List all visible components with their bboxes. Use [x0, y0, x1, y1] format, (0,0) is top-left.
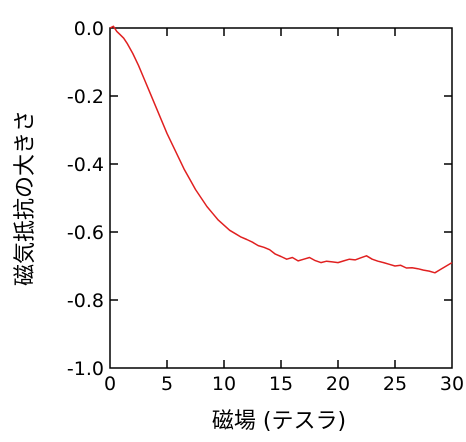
y-tick-label: -0.4 [67, 154, 104, 176]
x-tick-label: 25 [383, 373, 407, 395]
x-tick-label: 5 [161, 373, 173, 395]
x-axis-title: 磁場 (テスラ) [212, 409, 346, 434]
series-line [109, 25, 453, 274]
x-tick-label: 10 [212, 373, 236, 395]
plot-frame [109, 27, 453, 369]
y-tick-label: -0.6 [67, 222, 104, 244]
x-tick-label: 30 [440, 373, 464, 395]
y-axis-title: 磁気抵抗の大きさ [13, 110, 38, 286]
y-tick-label: -1.0 [67, 358, 104, 380]
axis-ticks [110, 28, 452, 368]
x-tick-label: 15 [269, 373, 293, 395]
axis-tick-labels: 0 5 10 15 20 25 30 0.0 -0.2 -0.4 -0.6 -0.8 -1.0 [67, 18, 464, 395]
x-tick-label: 0 [104, 373, 116, 395]
y-tick-label: 0.0 [74, 18, 104, 40]
y-tick-label: -0.2 [67, 86, 104, 108]
x-tick-label: 20 [326, 373, 350, 395]
y-tick-label: -0.8 [67, 290, 104, 312]
